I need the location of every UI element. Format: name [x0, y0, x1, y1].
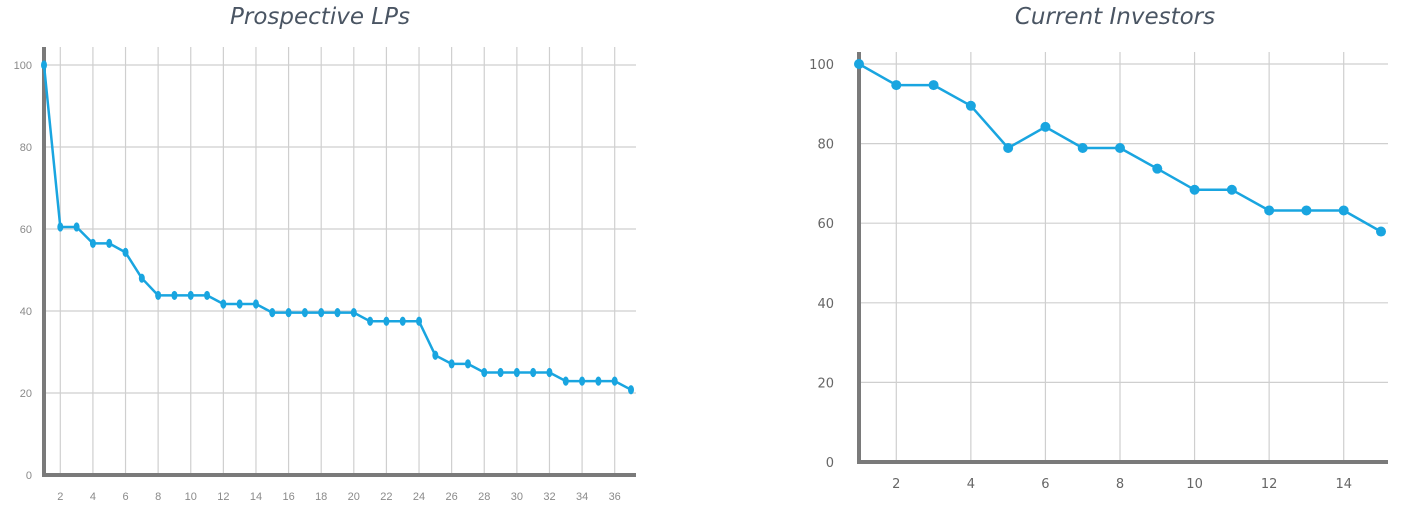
prospective-lps-y-tick-label-0: 0	[26, 470, 32, 482]
prospective-lps-point-7	[138, 273, 145, 283]
prospective-lps-x-tick-label-2: 2	[57, 491, 63, 503]
prospective-lps-point-17	[301, 308, 308, 318]
prospective-lps-point-30	[513, 367, 520, 378]
prospective-lps-x-tick-label-36: 36	[609, 491, 621, 503]
current-investors-point-12	[1264, 205, 1275, 216]
prospective-lps-x-tick-label-6: 6	[122, 491, 128, 503]
current-investors-point-11	[1226, 184, 1237, 195]
prospective-lps-point-1	[41, 60, 47, 70]
current-investors-x-tick-label-6: 6	[1041, 477, 1049, 492]
prospective-lps-x-tick-label-16: 16	[282, 491, 294, 503]
current-investors-point-7	[1077, 142, 1088, 153]
prospective-lps-point-32	[546, 367, 553, 378]
prospective-lps-point-15	[269, 308, 276, 318]
current-investors-x-tick-label-10: 10	[1186, 477, 1203, 492]
prospective-lps-point-13	[236, 299, 243, 309]
prospective-lps-point-33	[562, 376, 569, 386]
current-investors-x-tick-label-4: 4	[967, 477, 975, 492]
prospective-lps-point-11	[204, 290, 211, 301]
prospective-lps-x-tick-label-4: 4	[90, 491, 96, 503]
prospective-lps-x-tick-label-14: 14	[250, 491, 262, 503]
current-investors-point-2	[891, 80, 902, 91]
prospective-lps-point-10	[187, 290, 194, 301]
prospective-lps-point-27	[464, 359, 471, 369]
prospective-lps-y-tick-label-80: 80	[20, 142, 32, 154]
prospective-lps-point-25	[432, 350, 439, 360]
current-investors-x-tick-label-14: 14	[1335, 477, 1352, 492]
prospective-lps-point-16	[285, 308, 292, 318]
prospective-lps-x-tick-label-26: 26	[446, 491, 458, 503]
prospective-lps-x-tick-label-12: 12	[217, 491, 229, 503]
current-investors-point-9	[1152, 163, 1163, 174]
current-investors-x-tick-label-8: 8	[1116, 477, 1124, 492]
current-investors-y-tick-label-0: 0	[826, 456, 834, 471]
prospective-lps-point-29	[497, 367, 504, 378]
prospective-lps-x-tick-label-28: 28	[478, 491, 490, 503]
current-investors-chart: 0 20 40 60 80 100 2 4 6 8 10 12 14	[809, 52, 1388, 492]
current-investors-y-tick-label-60: 60	[817, 217, 834, 232]
prospective-lps-x-tick-label-8: 8	[155, 491, 161, 503]
prospective-lps-point-22	[383, 316, 390, 326]
current-investors-point-8	[1115, 142, 1125, 153]
prospective-lps-x-tick-label-34: 34	[576, 491, 588, 503]
prospective-lps-point-2	[57, 222, 64, 232]
prospective-lps-point-12	[220, 299, 227, 309]
prospective-lps-x-tick-label-20: 20	[348, 491, 360, 503]
prospective-lps-y-tick-label-20: 20	[20, 388, 32, 400]
current-investors-point-6	[1040, 121, 1051, 132]
prospective-lps-x-tick-label-10: 10	[185, 491, 197, 503]
current-investors-point-3	[928, 80, 939, 91]
prospective-lps-point-19	[334, 308, 341, 318]
prospective-lps-x-tick-label-22: 22	[380, 491, 392, 503]
prospective-lps-point-23	[399, 316, 406, 326]
current-investors-point-1	[854, 59, 864, 69]
prospective-lps-point-21	[367, 316, 374, 326]
prospective-lps-point-31	[530, 367, 537, 378]
prospective-lps-y-tick-label-100: 100	[14, 60, 32, 72]
prospective-lps-point-4	[89, 238, 96, 248]
prospective-lps-point-5	[106, 238, 113, 248]
prospective-lps-x-tick-label-18: 18	[315, 491, 327, 503]
prospective-lps-point-9	[171, 290, 178, 301]
current-investors-y-tick-label-100: 100	[809, 58, 834, 73]
prospective-lps-y-tick-label-40: 40	[20, 306, 32, 318]
current-investors-point-10	[1189, 184, 1200, 195]
prospective-lps-point-18	[318, 308, 325, 318]
prospective-lps-x-tick-label-32: 32	[543, 491, 555, 503]
prospective-lps-point-28	[481, 367, 488, 378]
prospective-lps-point-24	[416, 316, 423, 326]
current-investors-point-13	[1301, 205, 1312, 216]
prospective-lps-point-26	[448, 359, 455, 369]
prospective-lps-y-tick-label-60: 60	[20, 224, 32, 236]
prospective-lps-point-3	[73, 222, 80, 232]
chart-title-current-investors: Current Investors	[1014, 4, 1216, 30]
current-investors-y-tick-label-40: 40	[817, 297, 834, 312]
prospective-lps-point-20	[350, 308, 357, 318]
prospective-lps-series-line	[42, 64, 632, 391]
prospective-lps-point-35	[595, 376, 602, 386]
current-investors-point-15	[1376, 226, 1386, 237]
current-investors-x-tick-label-2: 2	[892, 477, 900, 492]
prospective-lps-point-6	[122, 247, 129, 257]
prospective-lps-x-tick-label-24: 24	[413, 491, 425, 503]
prospective-lps-point-34	[579, 376, 586, 386]
current-investors-point-5	[1003, 142, 1014, 153]
chart-title-prospective-lps: Prospective LPs	[230, 4, 410, 30]
prospective-lps-point-36	[611, 376, 618, 386]
current-investors-point-4	[965, 100, 976, 111]
prospective-lps-point-8	[155, 290, 162, 301]
prospective-lps-point-37	[628, 385, 634, 395]
prospective-lps-point-14	[252, 299, 259, 309]
current-investors-y-tick-label-20: 20	[817, 376, 834, 391]
current-investors-y-tick-label-80: 80	[817, 138, 834, 153]
current-investors-point-14	[1338, 205, 1349, 216]
current-investors-x-tick-label-12: 12	[1261, 477, 1278, 492]
prospective-lps-x-tick-label-30: 30	[511, 491, 523, 503]
